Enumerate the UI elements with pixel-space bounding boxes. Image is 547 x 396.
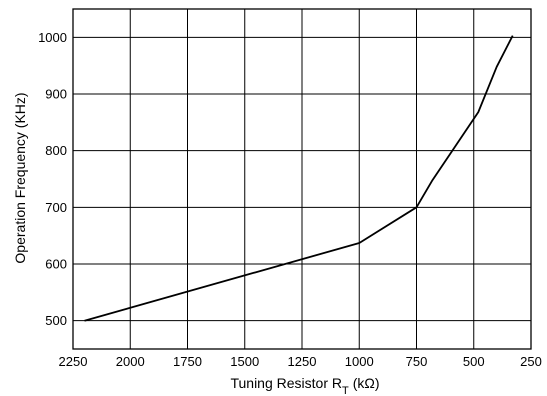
x-tick-label: 2250 — [59, 354, 88, 369]
x-tick-label: 250 — [520, 354, 542, 369]
frequency-curve-line — [84, 35, 514, 322]
y-tick-label: 700 — [45, 200, 67, 215]
y-tick-label: 800 — [45, 143, 67, 158]
x-tick-label: 1000 — [345, 354, 374, 369]
x-tick-label: 1750 — [173, 354, 202, 369]
x-tick-label: 2000 — [116, 354, 145, 369]
x-tick-labels: 2250 2000 1750 1500 1250 1000 750 500 250 — [59, 354, 542, 369]
y-axis-label: Operation Frequency (KHz) — [12, 92, 28, 263]
y-tick-labels: 500 600 700 800 900 1000 — [38, 30, 67, 328]
grid-lines — [73, 9, 531, 349]
x-tick-label: 1500 — [230, 354, 259, 369]
y-tick-label: 1000 — [38, 30, 67, 45]
x-tick-label: 500 — [463, 354, 485, 369]
y-tick-label: 500 — [45, 313, 67, 328]
y-tick-label: 600 — [45, 257, 67, 272]
x-axis-label: Tuning Resistor RT (kΩ) — [230, 375, 379, 396]
x-tick-label: 1250 — [288, 354, 317, 369]
series-layer — [84, 35, 514, 322]
y-tick-label: 900 — [45, 87, 67, 102]
plot-frame — [72, 8, 532, 350]
x-tick-label: 750 — [406, 354, 428, 369]
